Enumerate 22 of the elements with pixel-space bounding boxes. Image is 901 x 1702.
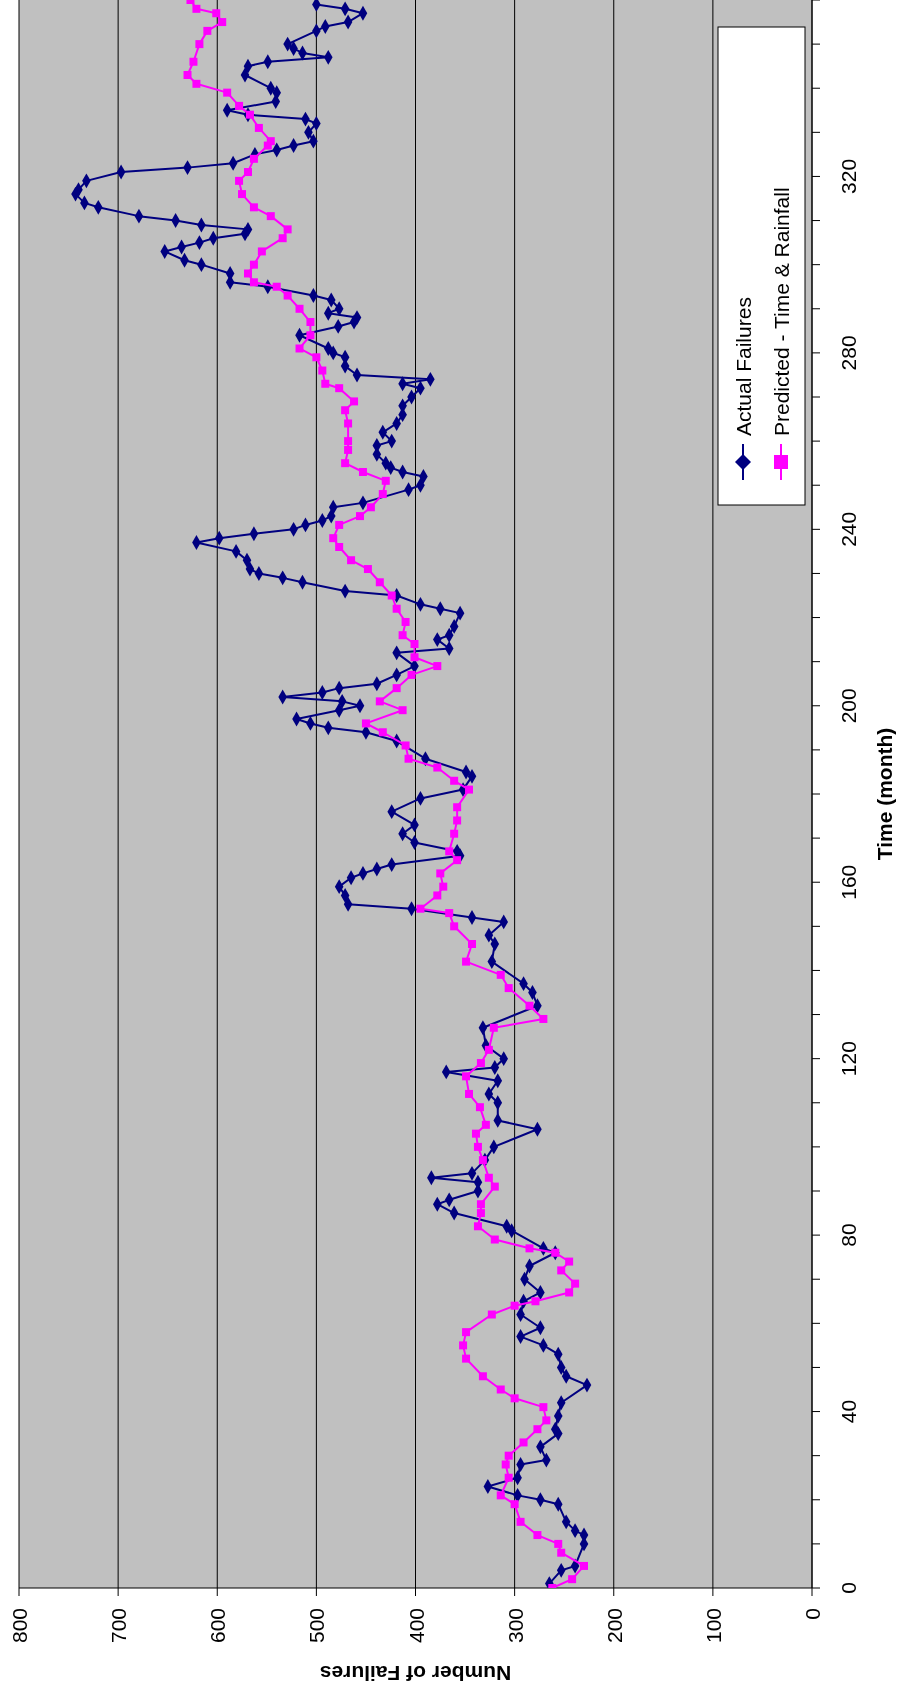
y-tick-label: 240 [837,511,860,547]
x-tick-label: 500 [305,1608,329,1644]
x-tick-label: 400 [404,1608,428,1644]
y-tick-label: 80 [837,1223,860,1247]
x-tick-label: 0 [801,1608,824,1620]
x-tick-label: 800 [8,1608,31,1644]
y-tick-label: 320 [837,158,860,194]
y-tick-label: 40 [837,1399,860,1424]
text: Actual Failures [732,297,755,436]
y-tick-label: 120 [837,1041,860,1077]
x-tick-label: 100 [701,1608,725,1644]
x-tick-label: 200 [602,1608,626,1644]
y-tick-label: 160 [837,864,860,900]
x-tick-label: 600 [206,1608,230,1644]
y-tick-label: 280 [837,335,860,371]
x-tick-label: 300 [503,1608,527,1644]
y-tick-label: 200 [837,688,860,724]
x-tick-label: 700 [107,1608,131,1644]
text: Predicted - Time & Rainfall [770,187,793,436]
x-axis-title: Number of Failures [319,1662,512,1685]
y-axis-title: Time (month) [873,727,896,861]
y-tick-label: 0 [837,1582,860,1594]
